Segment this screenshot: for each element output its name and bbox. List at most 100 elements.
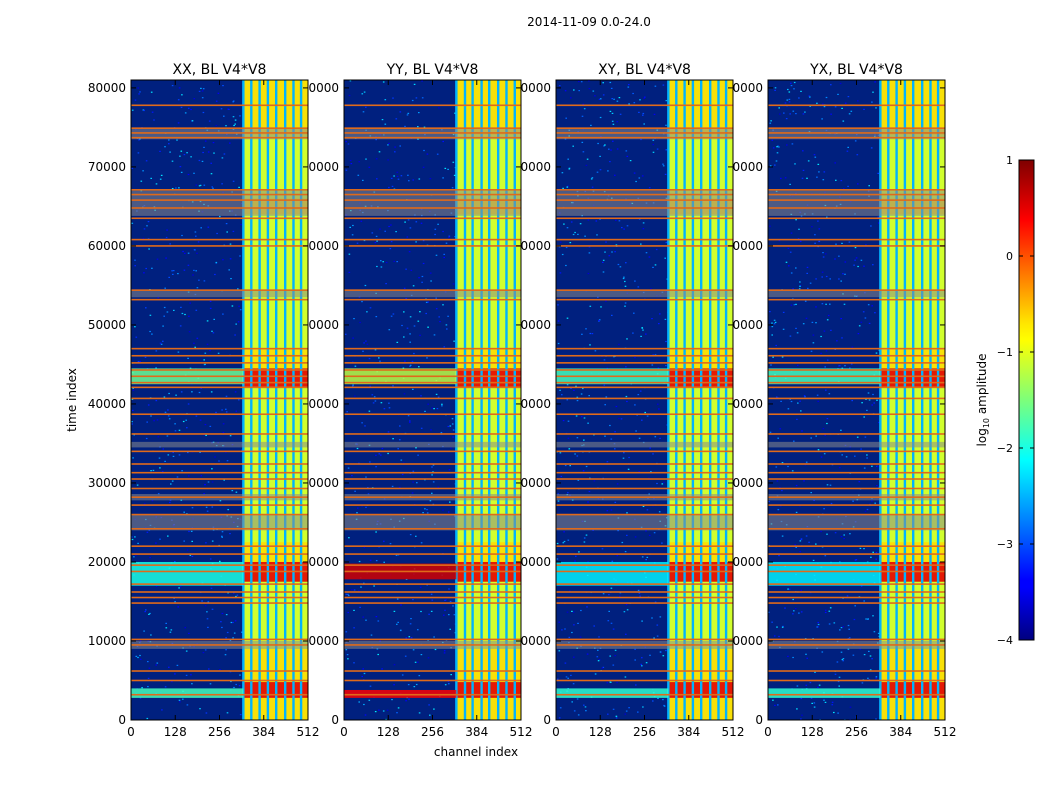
noise-speck	[225, 451, 227, 453]
noise-speck	[576, 400, 579, 402]
noise-speck	[822, 179, 825, 181]
noise-speck	[598, 659, 601, 661]
noise-speck	[223, 479, 225, 481]
noise-speck	[834, 532, 837, 534]
noise-speck	[404, 360, 406, 362]
rfi-line	[768, 298, 945, 301]
noise-speck	[612, 708, 615, 710]
noise-speck	[149, 557, 151, 559]
noise-speck	[792, 110, 795, 112]
noise-speck	[441, 403, 443, 405]
noise-speck	[378, 357, 380, 359]
rfi-line	[131, 496, 308, 498]
noise-speck	[146, 531, 149, 533]
noise-speck	[153, 119, 155, 121]
noise-speck	[454, 112, 456, 114]
rfi-line	[131, 553, 308, 555]
channel-stripe	[936, 80, 940, 720]
noise-speck	[822, 252, 824, 254]
noise-speck	[599, 98, 602, 100]
noise-speck	[437, 486, 439, 488]
noise-speck	[407, 415, 410, 417]
noise-speck	[147, 404, 150, 406]
noise-speck	[192, 274, 194, 276]
noise-speck	[422, 240, 425, 242]
noise-speck	[876, 466, 879, 468]
noise-speck	[225, 649, 227, 651]
rfi-line	[131, 193, 308, 196]
noise-speck	[420, 427, 423, 429]
noise-speck	[635, 180, 637, 183]
noise-speck	[826, 533, 828, 535]
noise-speck	[812, 638, 814, 640]
noise-speck	[619, 266, 622, 268]
noise-speck	[178, 87, 181, 89]
noise-speck	[156, 662, 159, 664]
noise-speck	[807, 287, 809, 289]
noise-speck	[417, 454, 419, 456]
noise-speck	[658, 511, 661, 513]
noise-speck	[863, 467, 866, 469]
rfi-line	[344, 583, 521, 585]
noise-speck	[362, 616, 365, 618]
noise-speck	[813, 499, 815, 501]
rfi-line	[344, 386, 521, 389]
noise-speck	[234, 119, 237, 121]
noise-speck	[800, 589, 802, 591]
noise-speck	[414, 661, 417, 663]
noise-speck	[854, 605, 856, 607]
noise-speck	[772, 699, 774, 701]
noise-speck	[801, 714, 803, 716]
noise-speck	[407, 112, 410, 114]
rfi-line	[556, 545, 733, 547]
noise-speck	[782, 625, 784, 627]
noise-speck	[409, 421, 411, 424]
noise-speck	[583, 417, 586, 419]
noise-speck	[223, 115, 225, 117]
noise-speck	[384, 230, 386, 232]
rfi-line	[131, 207, 308, 209]
noise-speck	[624, 302, 627, 304]
noise-speck	[429, 178, 432, 180]
noise-speck	[598, 98, 601, 100]
flagged-row	[768, 514, 945, 531]
noise-speck	[151, 111, 154, 113]
noise-speck	[134, 536, 136, 538]
noise-speck	[643, 123, 645, 125]
noise-speck	[633, 102, 636, 104]
noise-speck	[599, 116, 602, 119]
noise-speck	[594, 95, 596, 97]
noise-speck	[443, 346, 446, 348]
noise-speck	[828, 623, 831, 625]
noise-speck	[176, 664, 179, 666]
noise-speck	[171, 85, 174, 87]
noise-speck	[587, 422, 589, 424]
colorbar: −4−3−2−101 log10 amplitude	[975, 154, 1035, 647]
noise-speck	[164, 686, 167, 688]
x-axis-label: channel index	[434, 745, 518, 759]
rfi-line	[344, 450, 521, 453]
noise-speck	[803, 395, 806, 397]
rfi-line	[131, 104, 308, 107]
noise-speck	[796, 708, 798, 710]
rfi-line	[768, 496, 945, 498]
noise-speck	[362, 350, 364, 352]
noise-speck	[583, 541, 586, 543]
noise-speck	[232, 621, 234, 624]
noise-speck	[360, 220, 363, 222]
noise-speck	[380, 260, 382, 262]
noise-speck	[400, 604, 402, 606]
noise-speck	[778, 146, 780, 148]
noise-speck	[411, 492, 414, 494]
noise-speck	[386, 709, 389, 711]
noise-speck	[132, 457, 134, 459]
noise-speck	[651, 617, 653, 619]
noise-speck	[184, 112, 187, 114]
noise-speck	[363, 546, 366, 549]
noise-speck	[612, 628, 615, 630]
noise-speck	[186, 152, 188, 154]
channel-stripe	[887, 80, 890, 720]
noise-speck	[229, 142, 231, 144]
noise-speck	[834, 106, 837, 108]
noise-speck	[817, 686, 819, 688]
